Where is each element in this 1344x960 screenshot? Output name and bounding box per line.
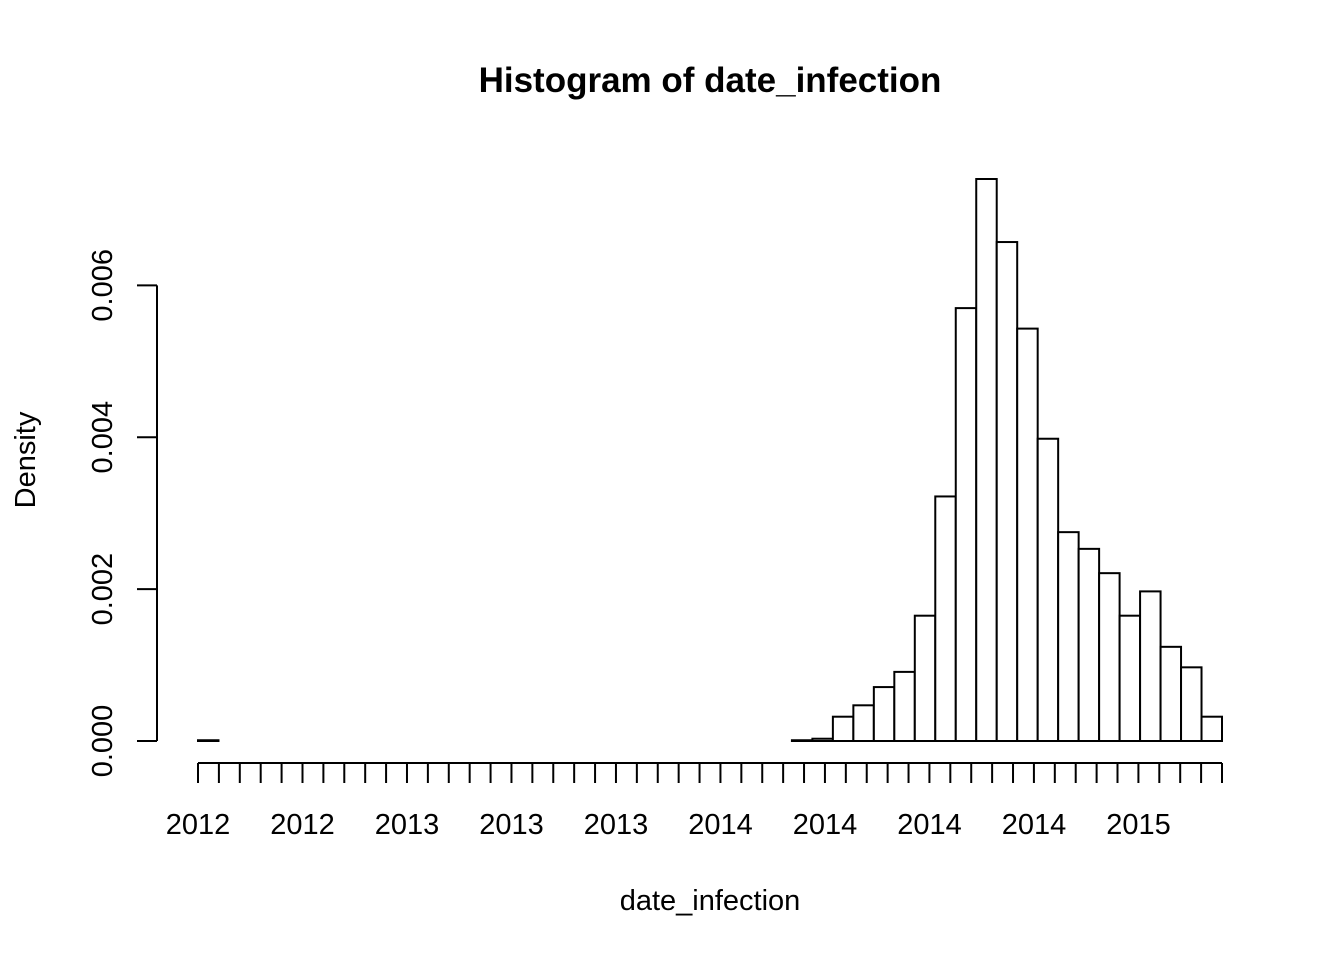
y-tick-label: 0.006 <box>87 249 119 322</box>
histogram-bar <box>893 670 916 743</box>
histogram-bar <box>790 739 814 742</box>
x-tick-label: 2012 <box>166 809 231 841</box>
x-tick-label: 2014 <box>897 809 962 841</box>
chart-title: Histogram of date_infection <box>479 61 942 100</box>
x-tick-label: 2012 <box>270 809 335 841</box>
y-axis: 0.000 0.002 0.004 0.006 <box>87 249 158 778</box>
y-tick-label: 0.000 <box>87 705 119 778</box>
y-tick-label: 0.002 <box>87 553 119 626</box>
y-axis-label: Density <box>10 411 42 508</box>
histogram-bar <box>1057 531 1080 743</box>
histogram-bar <box>1180 666 1203 743</box>
x-tick-label: 2013 <box>375 809 440 841</box>
histogram-bar <box>1077 547 1101 742</box>
x-tick-label: 2014 <box>793 809 858 841</box>
histogram-bar <box>995 241 1019 742</box>
histogram-bar <box>872 686 896 743</box>
histogram-bar <box>852 704 875 742</box>
histogram-bar <box>831 715 855 743</box>
histogram-bar <box>1139 590 1162 743</box>
histogram-bar <box>811 737 834 742</box>
bars-group <box>197 178 1224 743</box>
histogram-bar <box>1036 437 1060 742</box>
histogram-bar <box>1098 572 1121 742</box>
histogram-bar <box>954 307 978 742</box>
y-tick-label: 0.004 <box>87 401 119 474</box>
histogram-bar <box>913 614 937 742</box>
histogram-bar <box>1016 327 1039 742</box>
x-tick-label: 2015 <box>1106 809 1171 841</box>
x-tick-label: 2014 <box>688 809 753 841</box>
x-tick-label: 2014 <box>1002 809 1067 841</box>
histogram-bar <box>1159 645 1183 743</box>
histogram-bar <box>975 178 998 742</box>
x-tick-label: 2013 <box>479 809 544 841</box>
histogram-bar <box>1200 715 1224 743</box>
histogram-bar <box>1118 614 1142 742</box>
histogram-bar <box>934 495 957 743</box>
x-tick-label: 2013 <box>584 809 649 841</box>
x-axis: 2012 2012 2013 2013 2013 2014 2014 2014 2014 2015 <box>166 762 1223 841</box>
histogram-bar <box>197 739 220 742</box>
x-axis-label: date_infection <box>620 885 801 917</box>
